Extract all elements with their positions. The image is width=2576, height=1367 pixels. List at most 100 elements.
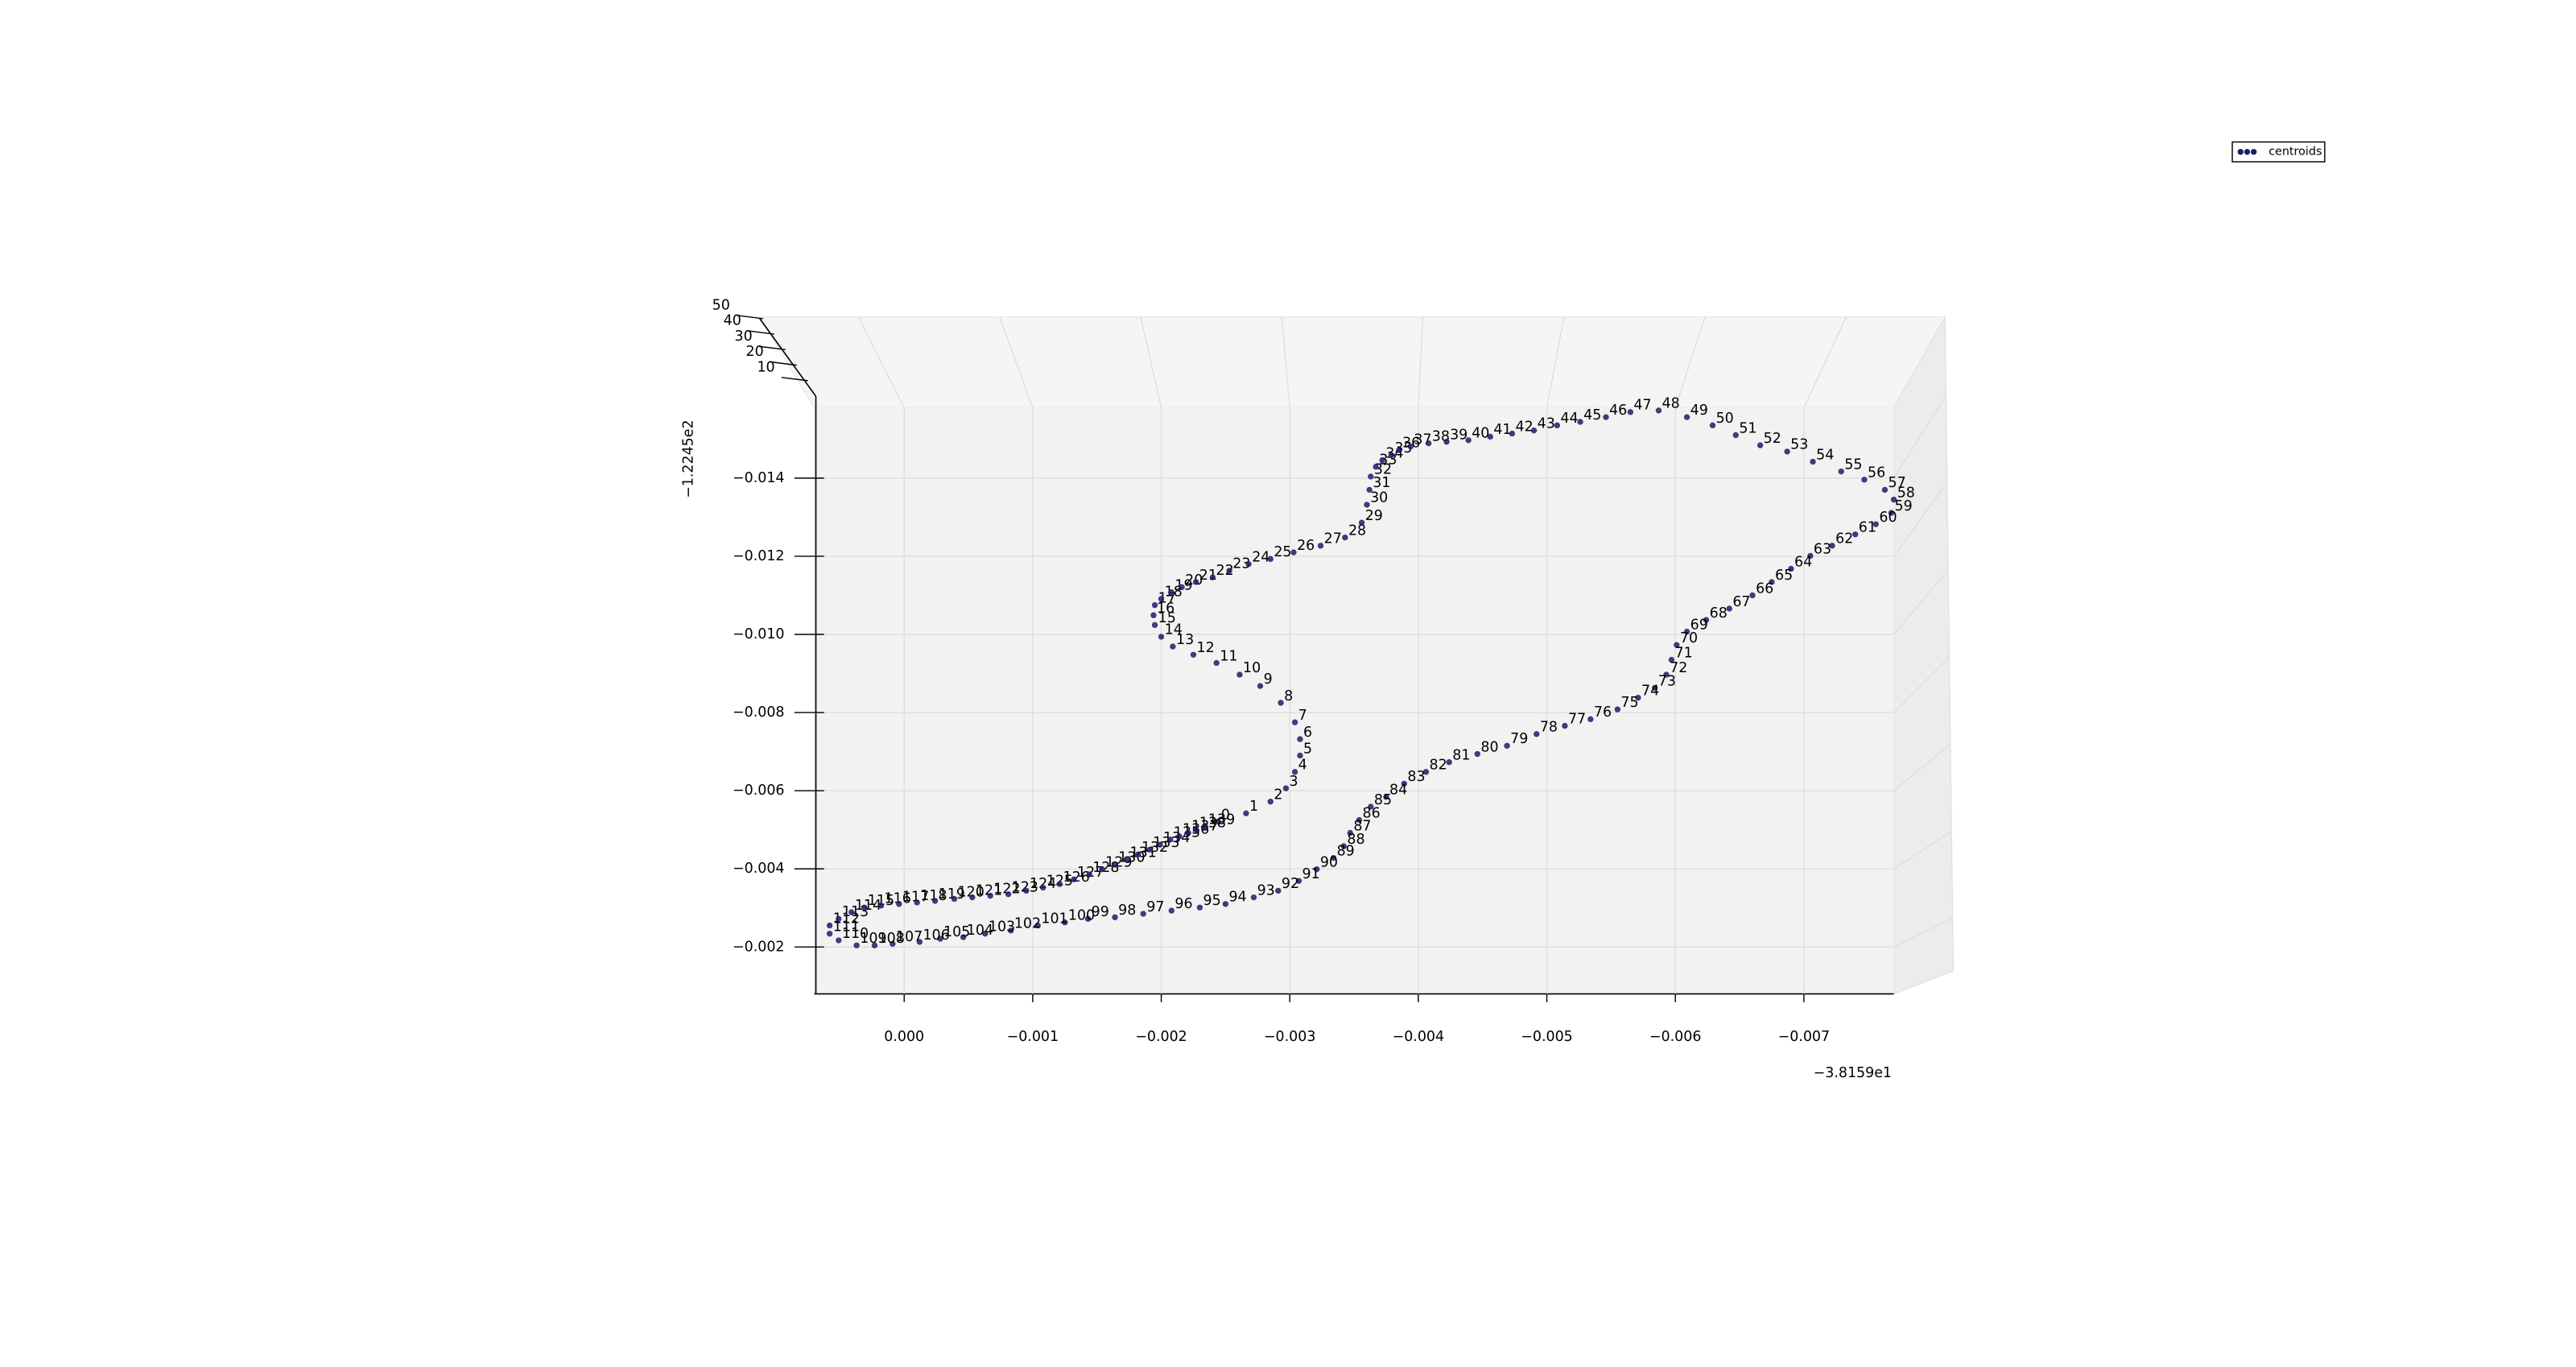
point [1056, 881, 1063, 887]
point-label: 63 [1814, 541, 1831, 557]
point [1788, 565, 1794, 572]
point [890, 940, 896, 948]
y-tick-label: −0.012 [733, 548, 784, 564]
point-label: 70 [1680, 630, 1698, 646]
point-label: 108 [878, 931, 905, 947]
point [1291, 719, 1298, 725]
point-label: 104 [967, 923, 993, 939]
point [1379, 456, 1385, 464]
z-tick-label: 50 [712, 297, 730, 313]
x-tick-label: −0.001 [1007, 1029, 1059, 1045]
point [1034, 922, 1041, 929]
point [1213, 659, 1220, 667]
point-label: 122 [993, 882, 1020, 898]
point [1168, 907, 1174, 914]
point-label: 75 [1620, 695, 1638, 711]
point-label: 101 [1041, 911, 1067, 927]
point-label: 121 [976, 882, 1002, 898]
point [1039, 884, 1046, 891]
grid-line [814, 656, 1950, 713]
point-label: 46 [1609, 403, 1627, 419]
z-tick-label: 10 [757, 359, 774, 375]
point [960, 934, 967, 940]
point-label: 77 [1568, 711, 1586, 727]
point-label: 36 [1402, 436, 1420, 452]
point [1368, 473, 1374, 480]
point [914, 899, 920, 906]
point-label: 117 [902, 890, 929, 906]
point [969, 894, 976, 901]
point-label: 16 [1157, 601, 1174, 617]
z-tick [781, 377, 808, 382]
point [1627, 409, 1633, 415]
point-label: 123 [1012, 880, 1038, 896]
grid-line [999, 316, 1034, 994]
point [1872, 521, 1879, 527]
point-label: 23 [1232, 556, 1250, 572]
point [1368, 803, 1374, 810]
point-label: 120 [958, 884, 985, 900]
point [1202, 824, 1208, 830]
point [982, 931, 989, 937]
point [1222, 901, 1229, 907]
point-label: 97 [1146, 899, 1164, 915]
point-label: 56 [1868, 465, 1885, 481]
point [1257, 683, 1264, 689]
point [1838, 468, 1844, 475]
point [1297, 752, 1303, 759]
point [1364, 502, 1370, 508]
point [1810, 458, 1816, 465]
point [1890, 496, 1897, 503]
point-label: 76 [1594, 704, 1612, 721]
back-pane [814, 407, 1894, 994]
point-label: 68 [1710, 605, 1728, 622]
point [1347, 829, 1353, 836]
grid-line [1140, 316, 1162, 994]
point [826, 931, 833, 937]
point [871, 942, 878, 949]
point [1422, 769, 1430, 775]
x-tick-label: 0.000 [884, 1029, 924, 1045]
point-label: 94 [1228, 890, 1246, 906]
point-label: 90 [1320, 855, 1338, 871]
point-label: 40 [1472, 426, 1489, 442]
point [1123, 856, 1130, 863]
point-label: 45 [1583, 407, 1601, 423]
point-label: 81 [1452, 748, 1470, 764]
point-label: 58 [1897, 485, 1915, 501]
point [1881, 486, 1889, 494]
top-pane [758, 316, 1946, 409]
point-label: 65 [1775, 568, 1793, 584]
point [1358, 519, 1365, 526]
point-label: 26 [1297, 538, 1315, 554]
point-label: 73 [1658, 673, 1676, 689]
point-label: 31 [1373, 475, 1390, 491]
point-label: 116 [885, 891, 911, 907]
point [1888, 510, 1895, 516]
point-label: 2 [1274, 787, 1282, 803]
point [1282, 785, 1290, 791]
point [1709, 422, 1716, 429]
point [1749, 592, 1756, 599]
point-label: 29 [1365, 508, 1383, 524]
point-label: 49 [1690, 403, 1708, 419]
point [1807, 552, 1814, 560]
z-tick-label: 40 [724, 313, 741, 329]
point [1158, 634, 1165, 640]
point [1554, 422, 1560, 429]
point-label: 98 [1118, 902, 1136, 919]
right-pane [1893, 315, 1955, 995]
point-label: 110 [842, 926, 869, 942]
point [836, 937, 842, 944]
point-label: 54 [1816, 447, 1834, 463]
point-label: 43 [1538, 415, 1555, 432]
x-tick-label: −0.003 [1264, 1029, 1315, 1045]
grid-line [814, 482, 1948, 557]
point [848, 909, 855, 915]
point [1314, 866, 1320, 873]
point-label: 44 [1560, 411, 1578, 427]
point-label: 119 [939, 886, 965, 902]
point [1356, 816, 1363, 824]
point [1209, 574, 1216, 580]
